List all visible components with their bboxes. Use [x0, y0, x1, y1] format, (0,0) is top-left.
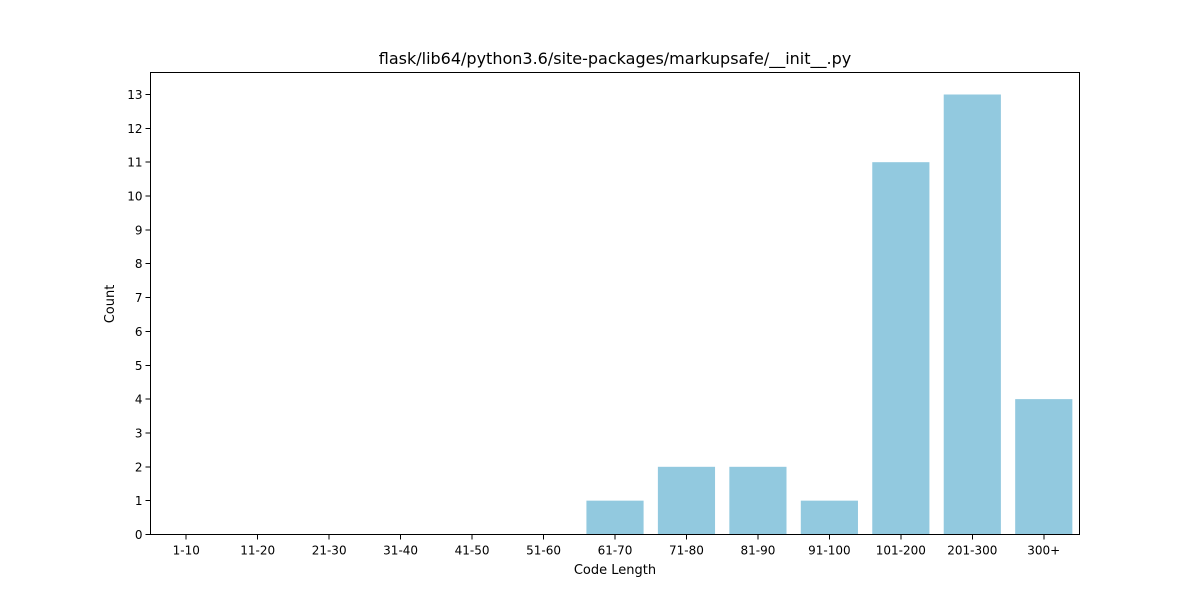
y-tick-label: 11 [127, 156, 142, 170]
x-tick-label: 61-70 [598, 544, 633, 558]
y-tick-label: 2 [135, 460, 143, 474]
x-axis-label: Code Length [574, 563, 656, 578]
y-tick-label: 1 [135, 494, 143, 508]
x-tick-label: 21-30 [312, 544, 347, 558]
x-tick-label: 31-40 [383, 544, 418, 558]
y-tick-label: 4 [135, 393, 143, 407]
y-tick-label: 3 [135, 426, 143, 440]
x-tick-label: 300+ [1027, 544, 1060, 558]
y-tick-label: 7 [135, 291, 143, 305]
y-tick-label: 12 [127, 122, 142, 136]
bar-81-90 [729, 466, 787, 535]
y-tick-label: 10 [127, 190, 142, 204]
x-tick-label: 11-20 [240, 544, 275, 558]
x-tick-label: 71-80 [669, 544, 704, 558]
bar-61-70 [586, 500, 644, 535]
plot-area-frame [150, 72, 1080, 535]
chart-title: flask/lib64/python3.6/site-packages/mark… [379, 49, 851, 69]
bar-300+ [1015, 399, 1073, 535]
y-tick-label: 13 [127, 88, 142, 102]
x-tick-label: 201-300 [947, 544, 997, 558]
x-tick-label: 41-50 [455, 544, 490, 558]
y-axis-label: Count [103, 285, 118, 324]
bar-71-80 [657, 466, 716, 535]
bar-91-100 [800, 500, 858, 535]
y-tick-label: 0 [135, 528, 143, 542]
x-tick-label: 101-200 [876, 544, 926, 558]
y-tick-label: 6 [135, 325, 143, 339]
bar-201-300 [943, 94, 1001, 535]
x-tick-label: 1-10 [173, 544, 200, 558]
x-axis-ticks: 1-10 11-20 21-30 31-40 41-50 51-60 61-70 71-80 8… [173, 534, 1060, 558]
y-tick-label: 8 [135, 257, 143, 271]
y-tick-label: 5 [135, 359, 143, 373]
y-tick-label: 9 [135, 223, 143, 237]
bars-layer [586, 94, 1073, 535]
x-tick-label: 91-100 [808, 544, 851, 558]
x-tick-label: 81-90 [740, 544, 775, 558]
bar-101-200 [872, 162, 930, 535]
x-tick-label: 51-60 [526, 544, 561, 558]
